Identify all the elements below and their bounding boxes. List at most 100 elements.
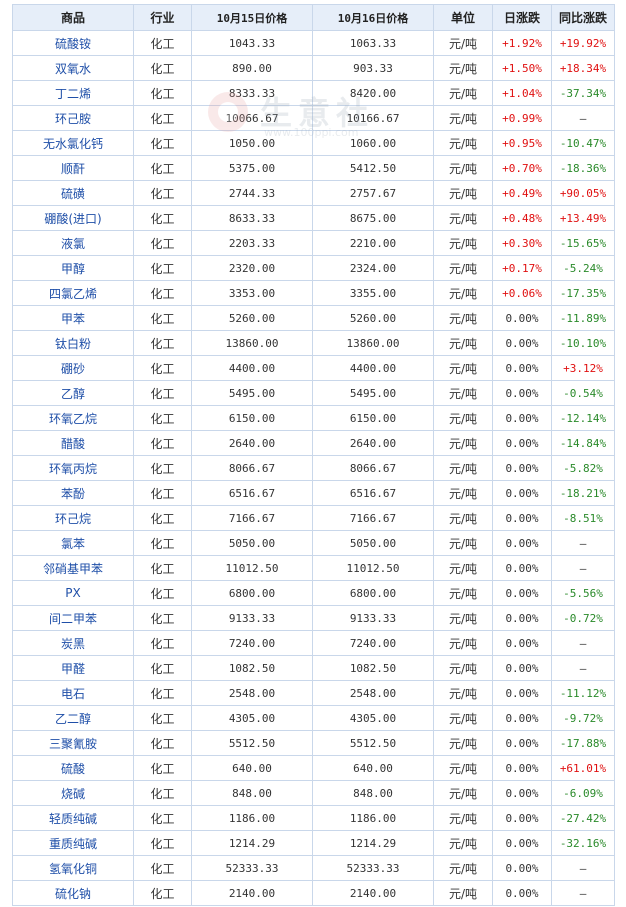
product-name-link[interactable]: 硫化钠: [12, 880, 134, 906]
price-oct15-cell: 52333.33: [191, 855, 313, 881]
product-name-link[interactable]: 电石: [12, 680, 134, 706]
daily-change-cell: +0.95%: [492, 130, 552, 156]
unit-cell: 元/吨: [433, 155, 493, 181]
industry-cell: 化工: [133, 855, 192, 881]
industry-cell: 化工: [133, 730, 192, 756]
daily-change-cell: 0.00%: [492, 355, 552, 381]
price-oct16-cell: 1063.33: [312, 30, 434, 56]
price-oct16-cell: 1214.29: [312, 830, 434, 856]
price-oct16-cell: 11012.50: [312, 555, 434, 581]
industry-cell: 化工: [133, 455, 192, 481]
price-oct16-cell: 4400.00: [312, 355, 434, 381]
yoy-change-cell: +18.34%: [551, 55, 615, 81]
product-name-link[interactable]: 氯苯: [12, 530, 134, 556]
price-oct16-cell: 10166.67: [312, 105, 434, 131]
daily-change-cell: +1.50%: [492, 55, 552, 81]
industry-cell: 化工: [133, 105, 192, 131]
industry-cell: 化工: [133, 80, 192, 106]
product-name-link[interactable]: 乙醇: [12, 380, 134, 406]
price-oct16-cell: 903.33: [312, 55, 434, 81]
product-name-link[interactable]: 乙二醇: [12, 705, 134, 731]
product-name-link[interactable]: 液氯: [12, 230, 134, 256]
product-name-link[interactable]: 邻硝基甲苯: [12, 555, 134, 581]
unit-cell: 元/吨: [433, 880, 493, 906]
unit-cell: 元/吨: [433, 655, 493, 681]
unit-cell: 元/吨: [433, 80, 493, 106]
product-name-link[interactable]: 间二甲苯: [12, 605, 134, 631]
unit-cell: 元/吨: [433, 830, 493, 856]
product-name-link[interactable]: 硫酸铵: [12, 30, 134, 56]
product-name-link[interactable]: 甲醛: [12, 655, 134, 681]
table-row: 氯苯 化工 5050.00 5050.00 元/吨 0.00% —: [12, 530, 615, 556]
product-name-link[interactable]: 轻质纯碱: [12, 805, 134, 831]
price-oct15-cell: 8066.67: [191, 455, 313, 481]
product-name-link[interactable]: 炭黑: [12, 630, 134, 656]
unit-cell: 元/吨: [433, 455, 493, 481]
product-name-link[interactable]: 顺酐: [12, 155, 134, 181]
daily-change-cell: 0.00%: [492, 830, 552, 856]
daily-change-cell: 0.00%: [492, 755, 552, 781]
table-row: 四氯乙烯 化工 3353.00 3355.00 元/吨 +0.06% -17.35%: [12, 280, 615, 306]
yoy-change-cell: —: [551, 530, 615, 556]
product-name-link[interactable]: 四氯乙烯: [12, 280, 134, 306]
table-row: 醋酸 化工 2640.00 2640.00 元/吨 0.00% -14.84%: [12, 430, 615, 456]
daily-change-cell: 0.00%: [492, 630, 552, 656]
product-name-link[interactable]: 无水氯化钙: [12, 130, 134, 156]
yoy-change-cell: -11.89%: [551, 305, 615, 331]
price-oct15-cell: 5512.50: [191, 730, 313, 756]
price-oct16-cell: 4305.00: [312, 705, 434, 731]
yoy-change-cell: -18.21%: [551, 480, 615, 506]
table-row: 环氧乙烷 化工 6150.00 6150.00 元/吨 0.00% -12.14%: [12, 405, 615, 431]
price-oct16-cell: 1186.00: [312, 805, 434, 831]
price-oct15-cell: 640.00: [191, 755, 313, 781]
industry-cell: 化工: [133, 380, 192, 406]
product-name-link[interactable]: PX: [12, 580, 134, 606]
product-name-link[interactable]: 环己烷: [12, 505, 134, 531]
product-name-link[interactable]: 甲苯: [12, 305, 134, 331]
yoy-change-cell: -5.24%: [551, 255, 615, 281]
price-oct16-cell: 1082.50: [312, 655, 434, 681]
product-name-link[interactable]: 硼酸(进口): [12, 205, 134, 231]
price-oct15-cell: 6516.67: [191, 480, 313, 506]
table-row: 重质纯碱 化工 1214.29 1214.29 元/吨 0.00% -32.16%: [12, 830, 615, 856]
product-name-link[interactable]: 环己胺: [12, 105, 134, 131]
yoy-change-cell: -0.54%: [551, 380, 615, 406]
yoy-change-cell: —: [551, 855, 615, 881]
product-name-link[interactable]: 双氧水: [12, 55, 134, 81]
daily-change-cell: +0.70%: [492, 155, 552, 181]
product-name-link[interactable]: 甲醇: [12, 255, 134, 281]
product-name-link[interactable]: 钛白粉: [12, 330, 134, 356]
industry-cell: 化工: [133, 355, 192, 381]
unit-cell: 元/吨: [433, 130, 493, 156]
daily-change-cell: 0.00%: [492, 730, 552, 756]
yoy-change-cell: +19.92%: [551, 30, 615, 56]
yoy-change-cell: -10.47%: [551, 130, 615, 156]
daily-change-cell: 0.00%: [492, 455, 552, 481]
daily-change-cell: +0.49%: [492, 180, 552, 206]
product-name-link[interactable]: 环氧乙烷: [12, 405, 134, 431]
product-name-link[interactable]: 烧碱: [12, 780, 134, 806]
industry-cell: 化工: [133, 405, 192, 431]
unit-cell: 元/吨: [433, 330, 493, 356]
price-oct15-cell: 6150.00: [191, 405, 313, 431]
yoy-change-cell: -8.51%: [551, 505, 615, 531]
industry-cell: 化工: [133, 305, 192, 331]
unit-cell: 元/吨: [433, 630, 493, 656]
product-name-link[interactable]: 重质纯碱: [12, 830, 134, 856]
product-name-link[interactable]: 硫磺: [12, 180, 134, 206]
product-name-link[interactable]: 环氧丙烷: [12, 455, 134, 481]
product-name-link[interactable]: 苯酚: [12, 480, 134, 506]
unit-cell: 元/吨: [433, 755, 493, 781]
product-name-link[interactable]: 三聚氰胺: [12, 730, 134, 756]
table-row: 无水氯化钙 化工 1050.00 1060.00 元/吨 +0.95% -10.47%: [12, 130, 615, 156]
price-oct16-cell: 6516.67: [312, 480, 434, 506]
product-name-link[interactable]: 醋酸: [12, 430, 134, 456]
table-row: 轻质纯碱 化工 1186.00 1186.00 元/吨 0.00% -27.42%: [12, 805, 615, 831]
product-name-link[interactable]: 硼砂: [12, 355, 134, 381]
table-row: 三聚氰胺 化工 5512.50 5512.50 元/吨 0.00% -17.88%: [12, 730, 615, 756]
product-name-link[interactable]: 硫酸: [12, 755, 134, 781]
product-name-link[interactable]: 丁二烯: [12, 80, 134, 106]
product-name-link[interactable]: 氢氧化铜: [12, 855, 134, 881]
daily-change-cell: 0.00%: [492, 505, 552, 531]
price-oct16-cell: 5512.50: [312, 730, 434, 756]
